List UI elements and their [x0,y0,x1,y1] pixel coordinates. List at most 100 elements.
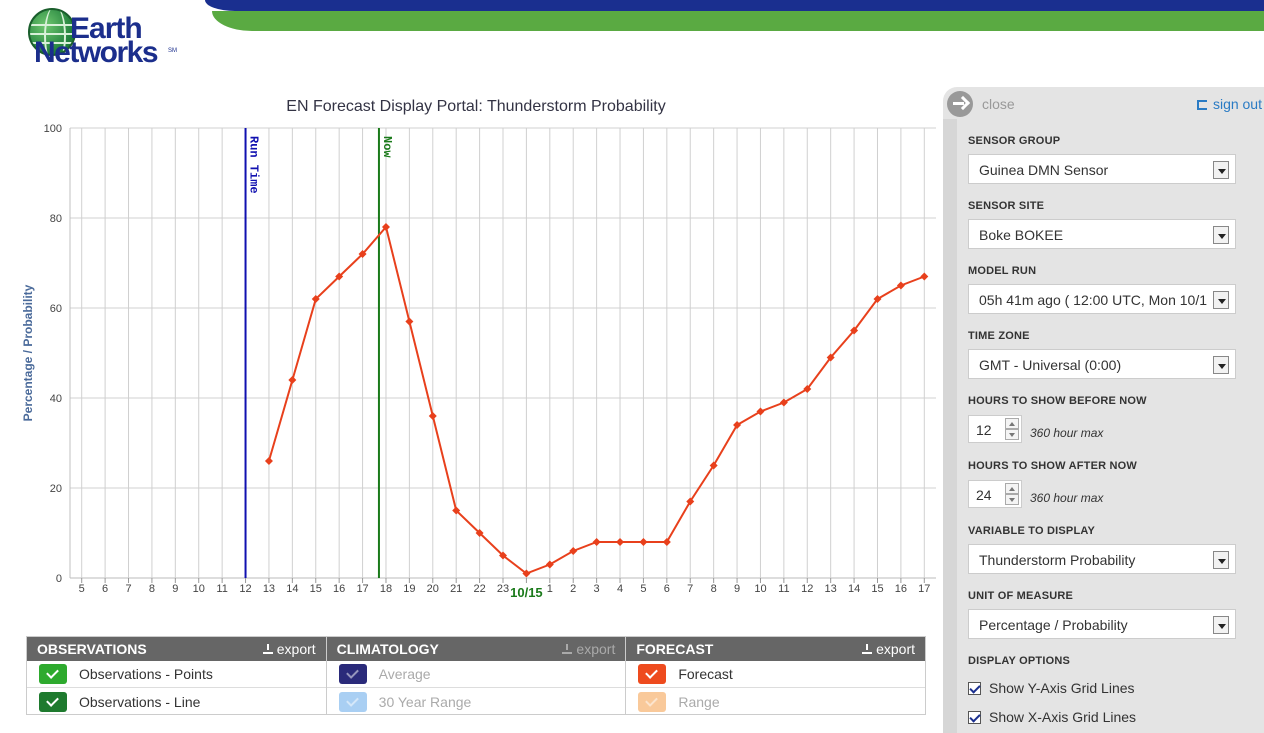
legend-item[interactable]: 30 Year Range [327,688,626,715]
checkbox-icon[interactable] [968,681,981,695]
y-tick-label: 60 [50,303,62,315]
chevron-down-icon[interactable] [1213,161,1229,179]
legend-item[interactable]: Average [326,661,626,688]
export-button[interactable]: export [562,641,615,657]
chevron-down-icon[interactable] [1213,291,1229,309]
close-arrow-icon[interactable] [947,91,973,117]
checkbox-icon[interactable] [338,664,367,684]
hours-before-stepper[interactable]: 12 [968,415,1022,443]
forecast-point [545,560,554,569]
checkbox-icon[interactable] [39,691,67,712]
time-zone-select[interactable]: GMT - Universal (0:00) [968,349,1236,379]
y-tick-label: 20 [50,483,62,495]
hours-before-label: HOURS TO SHOW BEFORE NOW [968,395,1147,407]
legend-item[interactable]: Observations - Points [27,661,326,688]
unit-select[interactable]: Percentage / Probability [968,609,1236,639]
panel-top-bar: close sign out [943,87,1264,119]
x-tick-label: 13 [263,583,275,595]
decrement-icon[interactable] [1005,494,1019,505]
chart-title: EN Forecast Display Portal: Thunderstorm… [286,98,665,115]
download-icon [262,644,273,654]
forecast-point [779,398,788,407]
sensor-group-label: SENSOR GROUP [968,135,1061,147]
export-button[interactable]: export [862,641,915,657]
forecast-point [452,506,461,515]
hours-after-stepper[interactable]: 24 [968,480,1022,508]
legend-item[interactable]: Forecast [626,661,926,688]
forecast-point [405,317,414,326]
legend-label: Observations - Points [79,666,213,682]
date-label: 10/15 [510,585,543,600]
earth-networks-logo[interactable]: Earth Networks SM [26,6,186,70]
y-tick-label: 100 [44,123,62,135]
forecast-point [522,569,531,578]
forecast-point [733,421,742,429]
panel-left-shade [943,119,957,733]
x-tick-label: 14 [848,583,860,595]
select-value: 05h 41m ago ( 12:00 UTC, Mon 10/1 [979,292,1208,308]
y-tick-label: 40 [50,393,62,405]
x-tick-label: 11 [778,583,789,595]
sensor-site-select[interactable]: Boke BOKEE [968,219,1236,249]
forecast-point [803,385,812,393]
checkbox-icon[interactable] [638,691,667,712]
export-button[interactable]: export [262,641,316,657]
sensor-group-select[interactable]: Guinea DMN Sensor [968,154,1236,184]
header-blue-band [205,0,1264,11]
decrement-icon[interactable] [1005,429,1019,440]
settings-panel: close sign out SENSOR GROUP Guinea DMN S… [943,87,1264,733]
legend-forecast: FORECAST export Forecast Range [626,637,926,715]
forecast-point [896,281,905,290]
x-grid-option[interactable]: Show X-Axis Grid Lines [968,709,1136,725]
chevron-down-icon[interactable] [1213,616,1229,634]
globe-icon [28,8,76,56]
x-tick-label: 12 [239,583,251,595]
chevron-down-icon[interactable] [1213,356,1229,374]
increment-icon[interactable] [1005,418,1019,429]
legend-label: Observations - Line [79,693,201,710]
checkbox-icon[interactable] [338,691,367,712]
forecast-point [592,538,601,546]
legend-item[interactable]: Range [626,688,925,715]
forecast-point [499,551,507,560]
stepper-value: 12 [976,422,992,438]
forecast-point [288,376,297,384]
checkbox-icon[interactable] [968,710,981,724]
y-grid-option[interactable]: Show Y-Axis Grid Lines [968,680,1135,696]
marker-label: Run Time [247,136,261,194]
x-tick-label: 11 [216,583,227,595]
header: Earth Networks SM [0,0,1264,80]
x-tick-label: 7 [125,583,131,595]
chevron-down-icon[interactable] [1213,551,1229,569]
sign-out-link[interactable]: sign out [1196,96,1262,112]
x-tick-label: 15 [871,583,883,595]
sign-out-icon [1196,100,1207,110]
legend-climatology: CLIMATOLOGY export Average 30 Year Range [326,637,627,715]
chevron-down-icon[interactable] [1213,226,1229,244]
close-link[interactable]: close [982,96,1015,112]
x-tick-label: 22 [473,583,485,595]
variable-label: VARIABLE TO DISPLAY [968,525,1096,537]
forecast-point [920,272,929,281]
legend-observations: OBSERVATIONS export Observations - Point… [27,637,327,714]
x-tick-label: 13 [825,583,837,595]
variable-select[interactable]: Thunderstorm Probability [968,544,1236,574]
legend-title: OBSERVATIONS [37,641,147,657]
checkbox-icon[interactable] [39,664,67,684]
download-icon [862,644,873,654]
model-run-select[interactable]: 05h 41m ago ( 12:00 UTC, Mon 10/1 [968,284,1236,314]
y-tick-label: 80 [50,213,62,225]
service-mark: SM [168,48,177,54]
checkbox-icon[interactable] [638,664,667,684]
legend-item[interactable]: Observations - Line [27,688,326,715]
x-tick-label: 20 [427,583,439,595]
x-tick-label: 8 [711,583,717,595]
time-zone-label: TIME ZONE [968,330,1030,342]
x-tick-label: 1 [547,583,553,595]
x-tick-label: 6 [664,583,670,595]
increment-icon[interactable] [1005,483,1019,494]
select-value: Percentage / Probability [979,617,1128,633]
forecast-point [873,295,882,303]
forecast-point [475,529,484,537]
x-tick-label: 8 [149,583,155,595]
